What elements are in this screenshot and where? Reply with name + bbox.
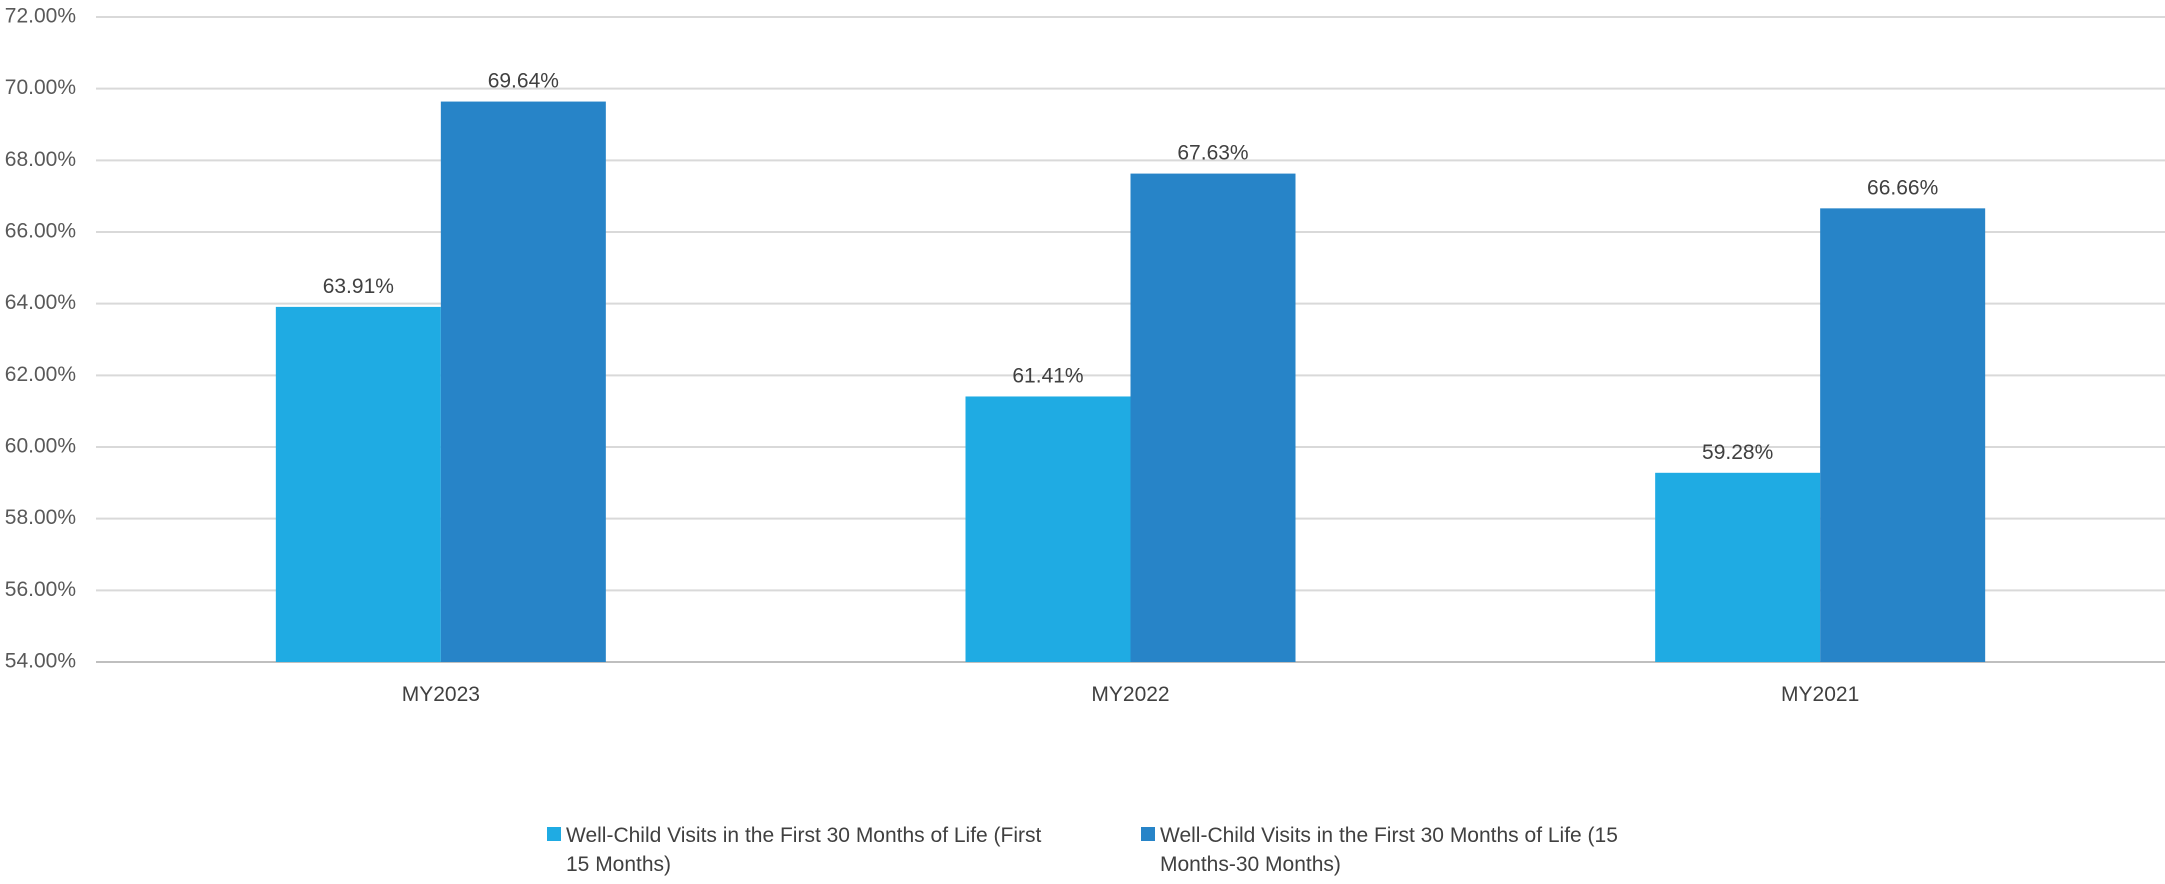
y-axis-ticks: 54.00% 56.00% 58.00% 60.00% 62.00% 64.00% 66.0… (5, 5, 76, 673)
category-label: MY2023 (402, 683, 480, 706)
y-tick-label: 56.00% (5, 578, 76, 601)
category-label: MY2021 (1781, 683, 1859, 706)
y-tick-label: 70.00% (5, 76, 76, 99)
data-label: 69.64% (488, 70, 559, 93)
legend-swatch (1141, 827, 1155, 841)
legend-label: Months-30 Months) (1160, 853, 1341, 876)
y-tick-label: 72.00% (5, 5, 76, 28)
y-tick-label: 54.00% (5, 650, 76, 673)
bar-MY2021-series-2 (1820, 208, 1986, 662)
bar-MY2023-series-2 (440, 101, 606, 663)
legend: Well-Child Visits in the First 30 Months… (547, 824, 1618, 876)
y-tick-label: 68.00% (5, 148, 76, 171)
data-label: 67.63% (1177, 142, 1248, 165)
data-label: 66.66% (1867, 176, 1938, 199)
data-label: 63.91% (323, 275, 394, 298)
y-tick-label: 58.00% (5, 506, 76, 529)
data-label: 61.41% (1012, 364, 1083, 387)
y-tick-label: 60.00% (5, 435, 76, 458)
y-tick-label: 64.00% (5, 291, 76, 314)
data-labels: 63.91% 69.64% 61.41% 67.63% 59.28% 66.66% (323, 70, 1939, 464)
category-label: MY2022 (1091, 683, 1169, 706)
legend-label: Well-Child Visits in the First 30 Months… (1160, 824, 1618, 847)
data-label: 59.28% (1702, 441, 1773, 464)
legend-swatch (547, 827, 561, 841)
y-tick-label: 62.00% (5, 363, 76, 386)
bar-MY2021-series-1 (1655, 472, 1821, 662)
bar-MY2022-series-1 (965, 396, 1131, 662)
bars (275, 101, 1986, 663)
bar-MY2023-series-1 (275, 306, 441, 662)
legend-label: Well-Child Visits in the First 30 Months… (566, 824, 1042, 847)
bar-MY2022-series-2 (1130, 173, 1296, 662)
y-tick-label: 66.00% (5, 220, 76, 243)
x-axis-categories: MY2023 MY2022 MY2021 (402, 683, 1860, 706)
legend-label: 15 Months) (566, 853, 671, 876)
